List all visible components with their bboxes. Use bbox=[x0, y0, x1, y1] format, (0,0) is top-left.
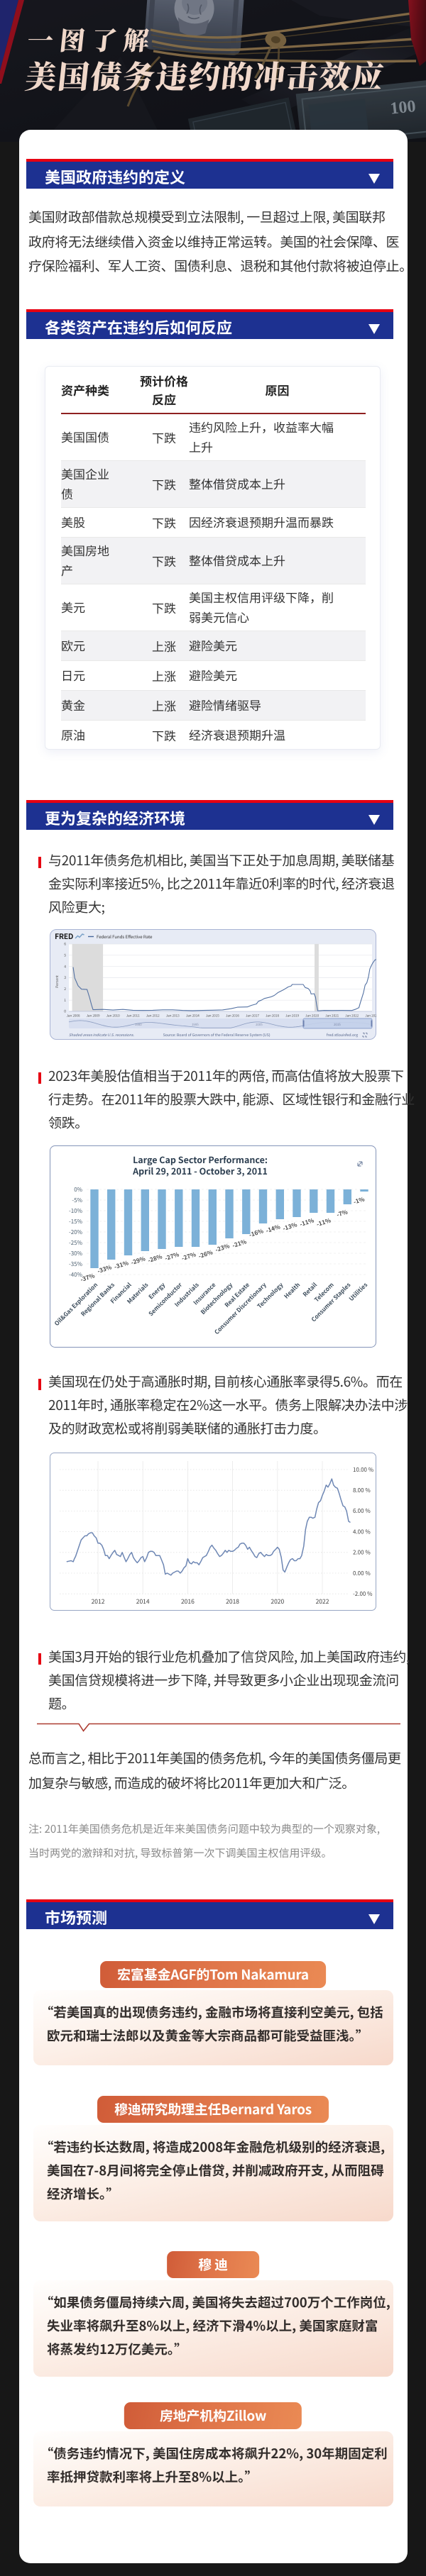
svg-text:0: 0 bbox=[64, 1009, 66, 1014]
svg-text:Jan 2014: Jan 2014 bbox=[186, 1014, 200, 1018]
svg-text:Jan 2012: Jan 2012 bbox=[146, 1014, 160, 1018]
svg-text:2.00 %: 2.00 % bbox=[353, 1549, 371, 1557]
svg-text:-1%: -1% bbox=[352, 1194, 366, 1206]
svg-text:4.00 %: 4.00 % bbox=[353, 1528, 371, 1536]
svg-text:2018: 2018 bbox=[226, 1597, 239, 1606]
svg-text:Jan 2020: Jan 2020 bbox=[305, 1014, 320, 1018]
svg-text:-30%: -30% bbox=[69, 1250, 83, 1258]
svg-text:-7%: -7% bbox=[335, 1207, 349, 1218]
svg-text:1995: 1995 bbox=[192, 1023, 199, 1027]
svg-text:Jan 2009: Jan 2009 bbox=[86, 1014, 100, 1018]
svg-text:-25%: -25% bbox=[69, 1239, 83, 1247]
svg-text:fred.stlouisfed.org: fred.stlouisfed.org bbox=[327, 1033, 358, 1038]
svg-text:-40%: -40% bbox=[69, 1271, 83, 1279]
svg-text:0.00 %: 0.00 % bbox=[353, 1570, 371, 1577]
svg-text:-5%: -5% bbox=[72, 1197, 82, 1204]
svg-text:Shaded areas indicate U.S. rec: Shaded areas indicate U.S. recessions. bbox=[69, 1033, 134, 1038]
svg-text:Percent: Percent bbox=[55, 975, 60, 988]
svg-text:Jan 2019: Jan 2019 bbox=[285, 1014, 300, 1018]
svg-text:Federal Funds Effective Rate: Federal Funds Effective Rate bbox=[97, 933, 153, 940]
svg-text:2016: 2016 bbox=[181, 1597, 195, 1606]
svg-text:Jan 2017: Jan 2017 bbox=[246, 1014, 260, 1018]
svg-text:10.00 %: 10.00 % bbox=[353, 1466, 374, 1474]
svg-text:6.00 %: 6.00 % bbox=[353, 1507, 371, 1515]
svg-text:100: 100 bbox=[389, 97, 417, 118]
svg-text:April 29, 2011 - October 3, 20: April 29, 2011 - October 3, 2011 bbox=[132, 1164, 268, 1177]
svg-text:Jan 2013: Jan 2013 bbox=[166, 1014, 180, 1018]
svg-text:FRED: FRED bbox=[55, 931, 73, 942]
svg-text:0%: 0% bbox=[74, 1186, 82, 1194]
svg-text:2005: 2005 bbox=[256, 1023, 263, 1027]
svg-text:Large Cap Sector Performance:: Large Cap Sector Performance: bbox=[133, 1153, 268, 1166]
svg-text:2012: 2012 bbox=[92, 1597, 105, 1606]
svg-text:Jan 2023: Jan 2023 bbox=[365, 1014, 376, 1018]
svg-text:4: 4 bbox=[64, 964, 66, 969]
svg-text:1: 1 bbox=[64, 998, 66, 1003]
svg-text:3: 3 bbox=[64, 975, 66, 980]
svg-text:2020: 2020 bbox=[271, 1597, 284, 1606]
svg-text:-2.00 %: -2.00 % bbox=[353, 1590, 373, 1598]
svg-text:Jan 2021: Jan 2021 bbox=[325, 1014, 339, 1018]
svg-text:Jan 2015: Jan 2015 bbox=[206, 1014, 220, 1018]
svg-text:Source: Board of Governors of: Source: Board of Governors of the Federa… bbox=[163, 1033, 271, 1038]
svg-text:1980: 1980 bbox=[135, 1023, 142, 1027]
svg-text:2014: 2014 bbox=[136, 1597, 150, 1606]
svg-text:Jan 2010: Jan 2010 bbox=[106, 1014, 121, 1018]
svg-text:Jan 2008: Jan 2008 bbox=[66, 1014, 80, 1018]
svg-text:Jan 2022: Jan 2022 bbox=[345, 1014, 359, 1018]
svg-text:Jan 2016: Jan 2016 bbox=[226, 1014, 240, 1018]
svg-text:6: 6 bbox=[64, 942, 66, 947]
svg-text:-20%: -20% bbox=[69, 1228, 83, 1236]
svg-text:5: 5 bbox=[64, 953, 66, 957]
svg-text:-10%: -10% bbox=[69, 1207, 83, 1215]
svg-text:2: 2 bbox=[64, 987, 66, 992]
svg-text:2022: 2022 bbox=[316, 1597, 329, 1606]
svg-text:-35%: -35% bbox=[69, 1260, 83, 1268]
svg-text:8.00 %: 8.00 % bbox=[353, 1487, 371, 1494]
svg-text:2015: 2015 bbox=[334, 1023, 341, 1027]
svg-text:Jan 2018: Jan 2018 bbox=[266, 1014, 280, 1018]
svg-text:Jan 2011: Jan 2011 bbox=[126, 1014, 141, 1018]
svg-text:-15%: -15% bbox=[69, 1218, 83, 1226]
